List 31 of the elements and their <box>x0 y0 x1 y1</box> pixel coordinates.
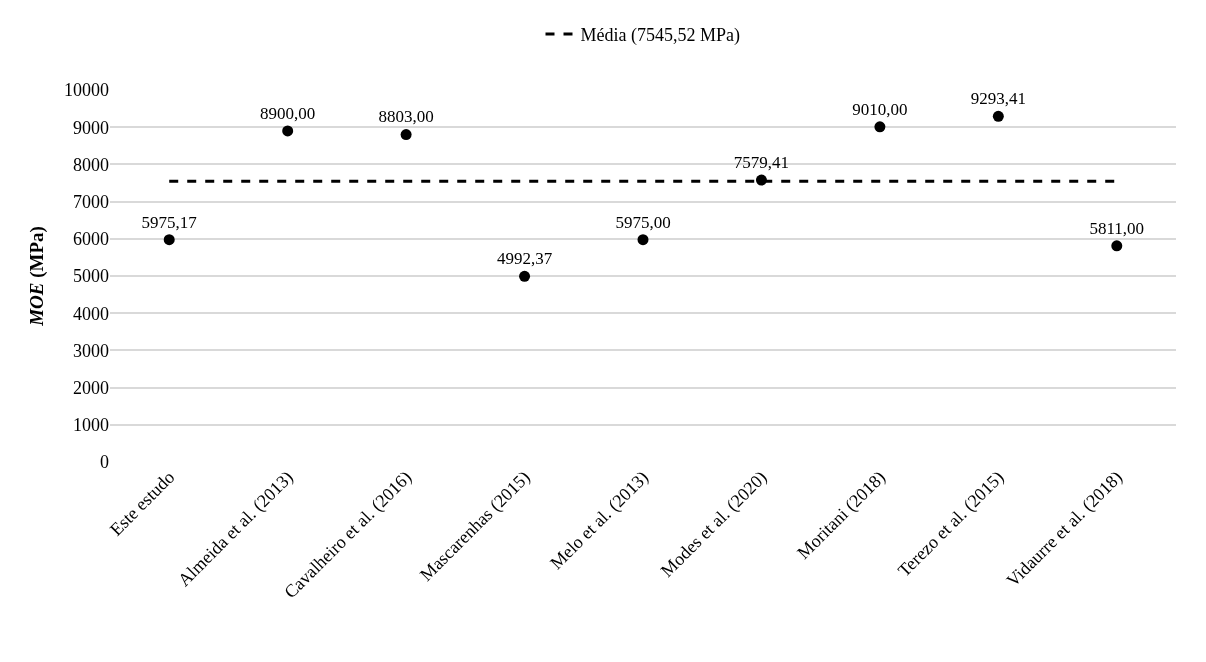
point <box>519 270 531 282</box>
y-tick-label: 10000 <box>64 80 109 101</box>
data-label: 8803,00 <box>378 107 434 127</box>
y-tick-label: 0 <box>100 452 109 473</box>
point <box>755 174 767 186</box>
point <box>637 234 649 246</box>
y-tick-label: 7000 <box>73 191 109 212</box>
y-tick-label: 2000 <box>73 377 109 398</box>
y-tick-label: 3000 <box>73 340 109 361</box>
point <box>282 125 294 137</box>
data-label: 5975,00 <box>615 212 671 232</box>
y-tick-label: 4000 <box>73 303 109 324</box>
data-label: 8900,00 <box>260 103 316 123</box>
data-label: 9293,41 <box>970 89 1026 109</box>
legend-label: Média (7545,52 MPa) <box>580 25 740 47</box>
y-tick-label: 5000 <box>73 266 109 287</box>
point <box>992 110 1004 122</box>
y-tick-label: 6000 <box>73 229 109 250</box>
data-label: 7579,41 <box>733 152 790 172</box>
point <box>874 121 886 133</box>
y-axis-title: MOE (MPa) <box>25 226 48 327</box>
point <box>1111 240 1123 252</box>
point <box>400 129 412 141</box>
data-label: 4992,37 <box>496 249 553 269</box>
y-tick-label: 1000 <box>73 415 109 436</box>
data-label: 9010,00 <box>852 99 908 119</box>
y-tick-label: 9000 <box>73 117 109 138</box>
y-tick-label: 8000 <box>73 154 109 175</box>
data-label: 5811,00 <box>1089 218 1145 238</box>
point <box>163 234 175 246</box>
data-label: 5975,17 <box>141 212 198 232</box>
